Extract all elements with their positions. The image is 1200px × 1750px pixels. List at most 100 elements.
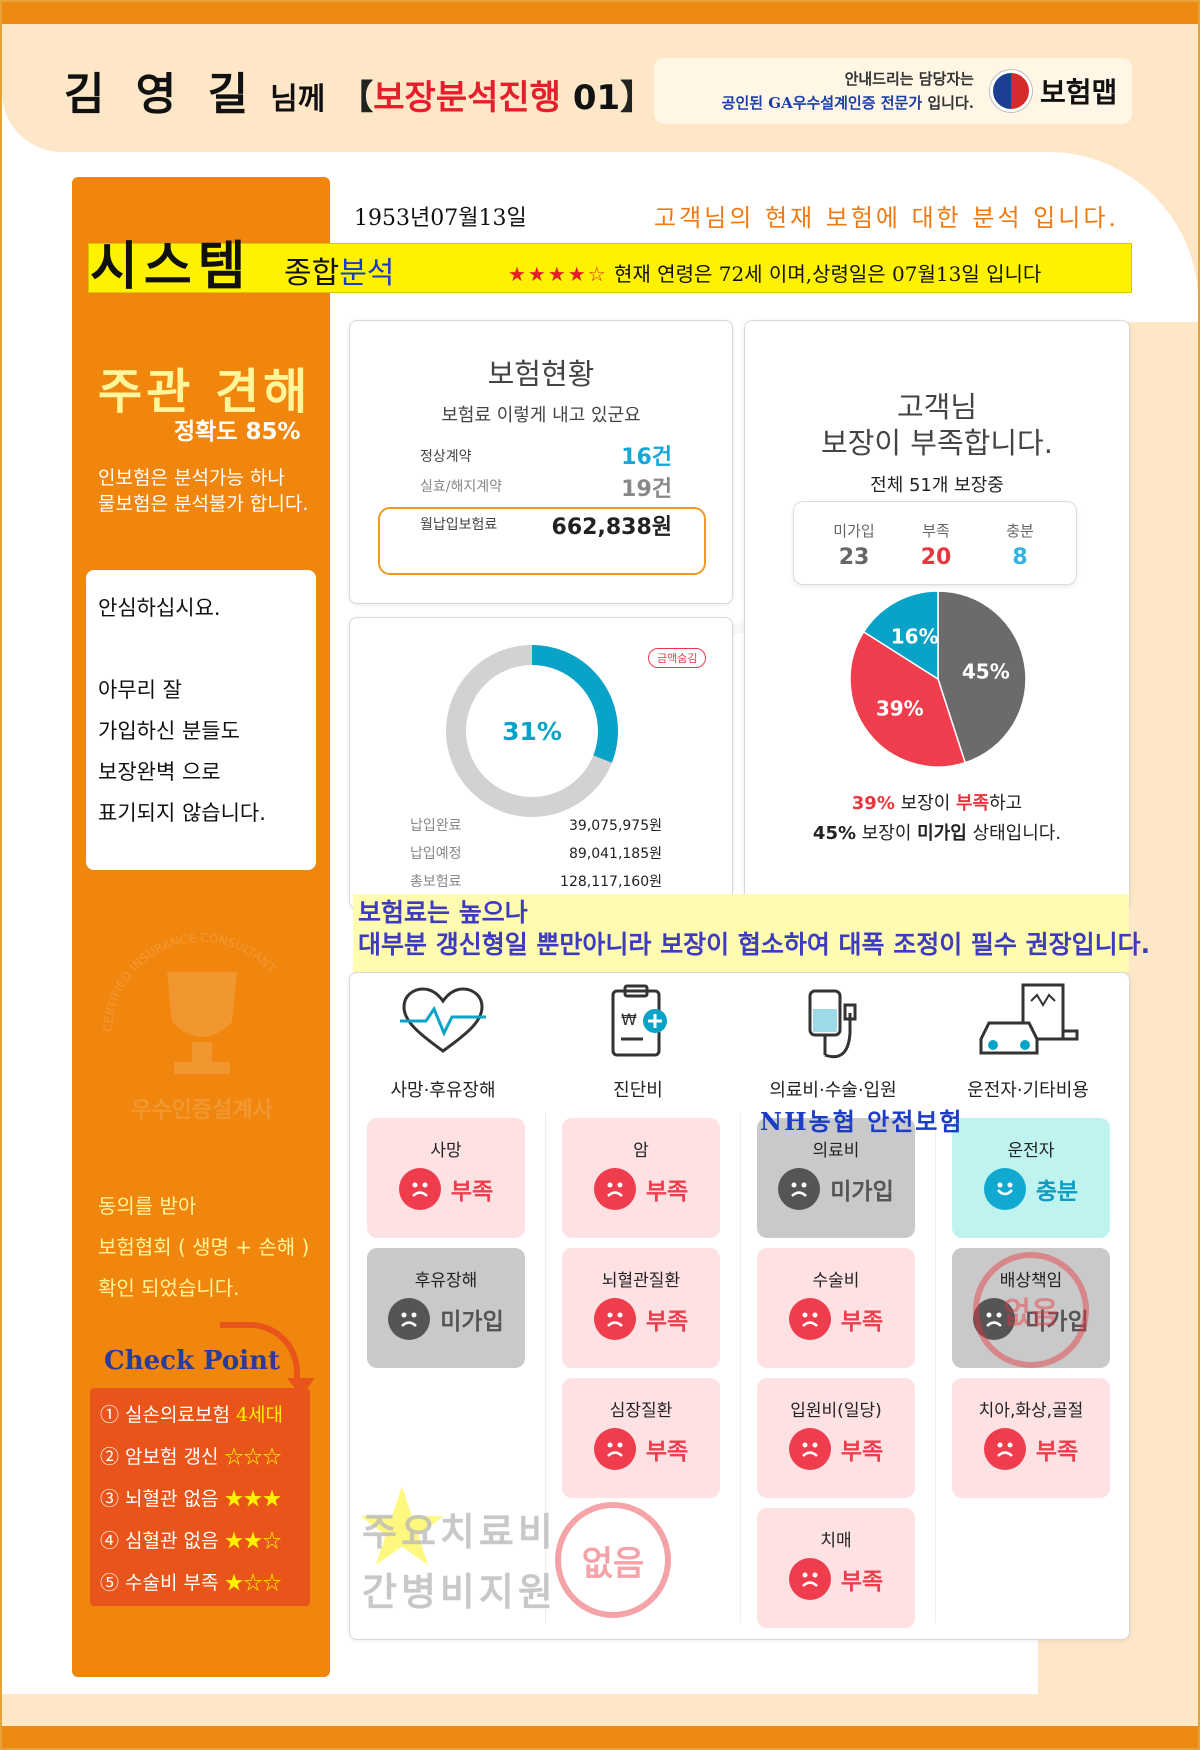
coverage-status: 부족 — [757, 1558, 915, 1600]
coverage-shortage-card: 고객님 보장이 부족합니다. 전체 51개 보장중 미가입 23 부족 20 충… — [744, 320, 1130, 910]
checkpoint-text: ② 암보험 갱신 — [100, 1446, 219, 1468]
consent-text: 동의를 받아 보험협회 ( 생명 + 손해 ) 확인 되었습니다. — [98, 1186, 309, 1309]
total-premium-value: 128,117,160원 — [560, 874, 662, 890]
stat-value: 23 — [838, 545, 870, 570]
coverage-tile[interactable]: 치매 부족 — [757, 1508, 915, 1628]
frown-face-icon — [388, 1298, 431, 1340]
coverage-tile[interactable]: 운전자 충분 — [952, 1118, 1110, 1238]
pie-slice-label: 16% — [891, 625, 939, 649]
coverage-status: 부족 — [952, 1428, 1110, 1470]
iv-drip-icon — [808, 989, 857, 1059]
checkpoint-mark: ☆☆☆ — [224, 1446, 282, 1468]
page-title: 김 영 길 님께 【보장분석진행 01】 — [64, 58, 654, 122]
stat-label: 미가입 — [833, 522, 875, 540]
column-divider — [935, 1113, 936, 1623]
guide-text: 안내드리는 담당자는 공인된 GA우수설계인증 전문가 입니다. — [654, 67, 984, 115]
lapsed-contract-label: 실효/해지계약 — [420, 479, 502, 495]
coverage-tile[interactable]: 입원비(일당) 부족 — [757, 1378, 915, 1498]
stat-label: 부족 — [922, 522, 950, 540]
checkpoint-item: ④ 심혈관 없음 ★★☆ — [100, 1520, 300, 1562]
paid-value: 39,075,975원 — [568, 818, 662, 834]
svg-text:₩: ₩ — [621, 1010, 637, 1029]
reassure-line: 보장완벽 으로 — [98, 760, 221, 784]
category-label: 운전자·기타비용 — [967, 1080, 1089, 1101]
coverage-status-label: 부족 — [840, 1569, 884, 1595]
category-medical: 의료비·수술·입원 — [745, 983, 921, 1101]
consent-line: 확인 되었습니다. — [98, 1276, 240, 1300]
monthly-premium-box — [378, 507, 706, 575]
consent-line: 보험협회 ( 생명 + 손해 ) — [98, 1235, 310, 1259]
coverage-status-label: 충분 — [1035, 1179, 1079, 1205]
pie-slice-label: 45% — [962, 659, 1010, 683]
crying-face-icon — [593, 1298, 636, 1340]
report-label: 【보장분석진행 01】 — [339, 70, 654, 119]
pie-slice — [849, 630, 967, 768]
pie-summary-line-1: 39% 보장이 부족하고 — [745, 789, 1129, 819]
coverage-status-label: 부족 — [840, 1309, 884, 1335]
stat-label: 충분 — [1006, 522, 1034, 540]
category-label: 의료비·수술·입원 — [769, 1080, 897, 1101]
coverage-status: 미가입 — [757, 1168, 915, 1210]
coverage-status-label: 부족 — [1035, 1439, 1079, 1465]
pie-summary: 39% 보장이 부족하고 45% 보장이 미가입 상태입니다. — [745, 789, 1129, 849]
coverage-item-name: 암 — [633, 1141, 649, 1161]
stat-value: 20 — [920, 545, 952, 570]
coverage-status-label: 부족 — [645, 1439, 689, 1465]
checkpoint-title: Check Point — [104, 1346, 281, 1376]
reassure-line: 가입하신 분들도 — [98, 719, 240, 743]
coverage-status-label: 미가입 — [830, 1179, 894, 1205]
advice-line-2: 대부분 갱신형일 뿐만아니라 보장이 협소하여 대폭 조정이 필수 권장입니다. — [358, 930, 1151, 959]
system-bar — [88, 243, 1132, 293]
coverage-item-name: 사망 — [430, 1141, 462, 1161]
coverage-tile[interactable]: 치아,화상,골절 부족 — [952, 1378, 1110, 1498]
coverage-item-name: 입원비(일당) — [790, 1401, 882, 1421]
normal-contract-count: 16건 — [621, 445, 672, 470]
coverage-tile[interactable]: 사망 부족 — [367, 1118, 525, 1238]
payment-donut-chart: 31% — [446, 645, 618, 817]
bracket-open: 【 — [339, 78, 374, 118]
checkpoint-item: ③ 뇌혈관 없음 ★★★ — [100, 1478, 300, 1520]
summary-text: 보장이 — [894, 793, 956, 814]
guide-suffix: 입니다. — [927, 94, 974, 112]
crying-face-icon — [398, 1168, 441, 1210]
guide-credential: 공인된 GA우수설계인증 전문가 — [721, 94, 923, 112]
summary-text: 보장이 — [856, 823, 918, 844]
coverage-status: 부족 — [562, 1298, 720, 1340]
opinion-text: 인보험은 분석가능 하나 물보험은 분석불가 합니다. — [98, 465, 308, 517]
checkpoint-text: ③ 뇌혈관 없음 — [100, 1488, 219, 1510]
normal-contract-label: 정상계약 — [420, 449, 472, 465]
coverage-status-label: 부족 — [645, 1179, 689, 1205]
coverage-item-name: 수술비 — [812, 1271, 860, 1291]
checkpoint-mark: ★☆☆ — [224, 1572, 282, 1594]
crying-face-icon — [788, 1558, 831, 1600]
pie-summary-line-2: 45% 보장이 미가입 상태입니다. — [745, 819, 1129, 849]
coverage-item-name: 뇌혈관질환 — [601, 1271, 681, 1291]
checkpoint-item: ⑤ 수술비 부족 ★☆☆ — [100, 1562, 300, 1604]
consultant-guide: 안내드리는 담당자는 공인된 GA우수설계인증 전문가 입니다. 보험맵 — [654, 58, 1132, 124]
advice-banner — [353, 894, 1129, 972]
hide-amount-button[interactable]: 금액숨김 — [648, 648, 707, 668]
nh-policy-label: NH농협 안전보험 — [760, 1107, 964, 1136]
bracket-close: 】 — [620, 78, 655, 118]
coverage-tile[interactable]: 의료비 미가입 — [757, 1118, 915, 1238]
checkpoint-mark: ★★★ — [224, 1488, 282, 1510]
brand-logo[interactable]: 보험맵 — [990, 70, 1117, 112]
checkpoint-mark: ★★☆ — [224, 1530, 282, 1552]
coverage-tile[interactable]: 후유장해 미가입 — [367, 1248, 525, 1368]
system-sub-highlight: 분석 — [339, 256, 395, 291]
coverage-stats: 미가입 23 부족 20 충분 8 — [793, 501, 1077, 585]
report-number: 01 — [572, 78, 621, 118]
none-stamp: 없음 — [555, 1502, 671, 1618]
stat-not-enrolled: 미가입 23 — [814, 520, 894, 570]
coverage-item-name: 심장질환 — [609, 1401, 673, 1421]
diagnosis-clipboard-icon: ₩ — [611, 984, 667, 1057]
monthly-premium-label: 월납입보험료 — [420, 517, 498, 533]
pie-slice-label: 39% — [876, 697, 924, 721]
payment-percent: 31% — [502, 717, 562, 746]
crying-face-icon — [788, 1428, 831, 1470]
reassure-line: 안심하십시요. — [98, 596, 221, 620]
